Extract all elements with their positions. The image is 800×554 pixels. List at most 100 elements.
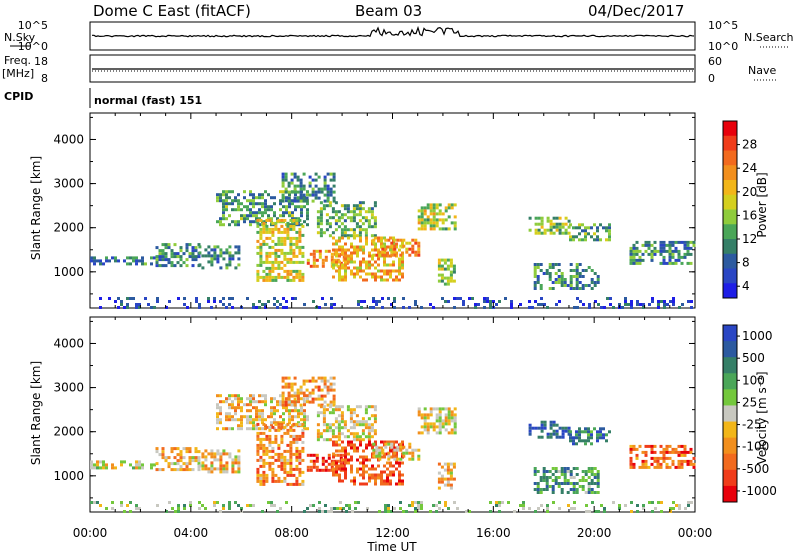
data-cell: [219, 254, 223, 258]
data-cell: [219, 248, 223, 252]
data-cell: [343, 234, 347, 238]
data-cell: [225, 217, 228, 221]
data-cell: [243, 190, 246, 194]
data-cell: [543, 426, 547, 430]
data-cell: [545, 482, 549, 485]
data-cell: [207, 251, 211, 255]
data-cell: [537, 426, 541, 430]
y-tick-label: 3000: [53, 381, 84, 395]
data-cell: [596, 430, 599, 434]
data-cell: [549, 432, 553, 436]
data-cell: [176, 459, 180, 463]
data-cell: [546, 510, 549, 513]
data-cell: [578, 287, 582, 290]
data-cell: [389, 473, 392, 477]
data-cell: [271, 263, 275, 267]
data-cell: [237, 199, 240, 203]
data-cell: [584, 229, 587, 233]
data-cell: [176, 468, 180, 472]
data-cell: [629, 261, 633, 265]
data-cell: [295, 479, 299, 483]
colorbar-segment: [723, 253, 737, 269]
data-cell: [399, 457, 403, 461]
data-cell: [635, 246, 639, 250]
data-cell: [283, 458, 287, 462]
data-cell: [296, 388, 300, 392]
data-cell: [216, 220, 219, 224]
data-cell: [273, 421, 276, 425]
data-cell: [280, 239, 284, 243]
data-cell: [279, 403, 282, 407]
data-cell: [289, 452, 293, 456]
data-cell: [126, 306, 129, 309]
data-cell: [343, 213, 347, 217]
data-cell: [268, 434, 272, 438]
data-cell: [167, 243, 171, 247]
data-cell: [561, 435, 565, 439]
data-cell: [446, 465, 450, 469]
data-cell: [283, 425, 287, 429]
data-cell: [298, 482, 302, 486]
data-cell: [300, 406, 303, 410]
data-cell: [353, 236, 356, 240]
data-cell: [93, 463, 96, 467]
data-cell: [401, 263, 404, 267]
data-cell: [319, 201, 323, 205]
data-cell: [262, 446, 266, 450]
data-cell: [417, 410, 421, 414]
data-cell: [662, 459, 666, 463]
data-cell: [630, 300, 633, 303]
data-cell: [437, 477, 441, 481]
data-cell: [352, 231, 356, 235]
data-cell: [292, 218, 296, 222]
data-cell: [204, 467, 208, 471]
data-cell: [359, 443, 362, 447]
data-cell: [686, 450, 690, 454]
data-cell: [358, 438, 362, 442]
data-cell: [303, 418, 306, 422]
data-cell: [225, 248, 229, 252]
data-cell: [309, 468, 313, 472]
data-cell: [262, 269, 266, 273]
data-cell: [276, 400, 279, 404]
data-cell: [677, 450, 681, 454]
data-cell: [288, 421, 291, 425]
data-cell: [395, 269, 398, 273]
data-cell: [590, 226, 593, 230]
data-cell: [286, 458, 290, 462]
data-cell: [334, 219, 338, 223]
data-cell: [402, 306, 405, 309]
data-cell: [249, 220, 252, 224]
data-cell: [680, 444, 684, 448]
data-cell: [312, 462, 316, 466]
data-cell: [270, 504, 273, 507]
data-cell: [371, 263, 374, 267]
data-cell: [228, 190, 231, 194]
data-cell: [368, 479, 371, 483]
data-cell: [188, 462, 192, 466]
data-cell: [155, 255, 159, 259]
data-cell: [274, 242, 278, 246]
data-cell: [389, 275, 392, 279]
data-cell: [437, 264, 441, 268]
data-cell: [552, 222, 556, 226]
data-cell: [380, 482, 383, 486]
data-cell: [599, 427, 602, 431]
nsky-label: N.Sky: [4, 31, 36, 44]
data-cell: [234, 418, 237, 422]
data-cell: [93, 466, 96, 470]
data-cell: [283, 467, 287, 471]
data-cell: [408, 457, 412, 461]
data-cell: [333, 507, 336, 510]
data-cell: [332, 443, 335, 447]
data-cell: [396, 457, 400, 461]
data-cell: [371, 275, 374, 279]
data-cell: [156, 504, 159, 507]
data-cell: [298, 251, 302, 255]
data-cell: [636, 510, 639, 513]
data-cell: [453, 413, 457, 417]
data-cell: [651, 501, 654, 504]
data-cell: [335, 239, 338, 243]
data-cell: [339, 462, 343, 466]
data-cell: [453, 227, 457, 231]
